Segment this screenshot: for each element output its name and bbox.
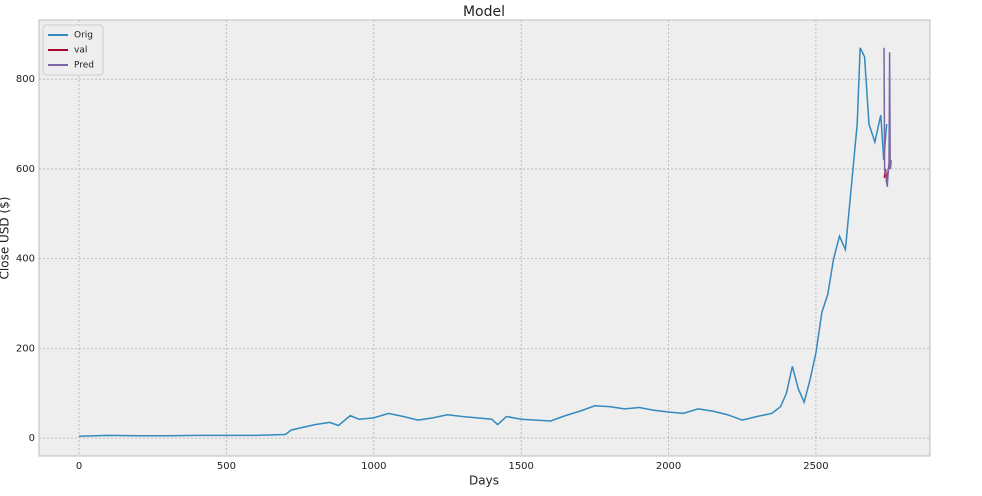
x-tick-label: 2000 <box>656 461 681 472</box>
data-line <box>883 47 892 187</box>
plot-area <box>38 19 931 457</box>
x-tick-label: 1000 <box>361 461 386 472</box>
y-tick-label: 400 <box>16 254 35 265</box>
y-tick-label: 600 <box>16 164 35 175</box>
x-tick-label: 1500 <box>508 461 533 472</box>
grid: 0 500 1000 1500 2000 2500 0 200 400 600 800 <box>16 20 930 472</box>
legend-box <box>42 24 104 76</box>
legend: Orig val Pred <box>42 24 104 76</box>
data-line <box>79 47 888 438</box>
legend-label: val <box>74 46 87 56</box>
y-tick-label: 200 <box>16 343 35 354</box>
lines <box>79 47 892 438</box>
y-axis-label: Close USD ($) <box>0 197 12 280</box>
x-tick-label: 500 <box>217 461 236 472</box>
chart-title: Model <box>463 4 505 20</box>
y-tick-label: 800 <box>16 74 35 85</box>
y-tick-label: 0 <box>29 433 35 444</box>
x-tick-label: 0 <box>76 461 82 472</box>
legend-label: Pred <box>74 61 94 71</box>
x-axis-label: Days <box>469 474 499 488</box>
legend-label: Orig <box>74 31 93 41</box>
x-tick-label: 2500 <box>803 461 828 472</box>
